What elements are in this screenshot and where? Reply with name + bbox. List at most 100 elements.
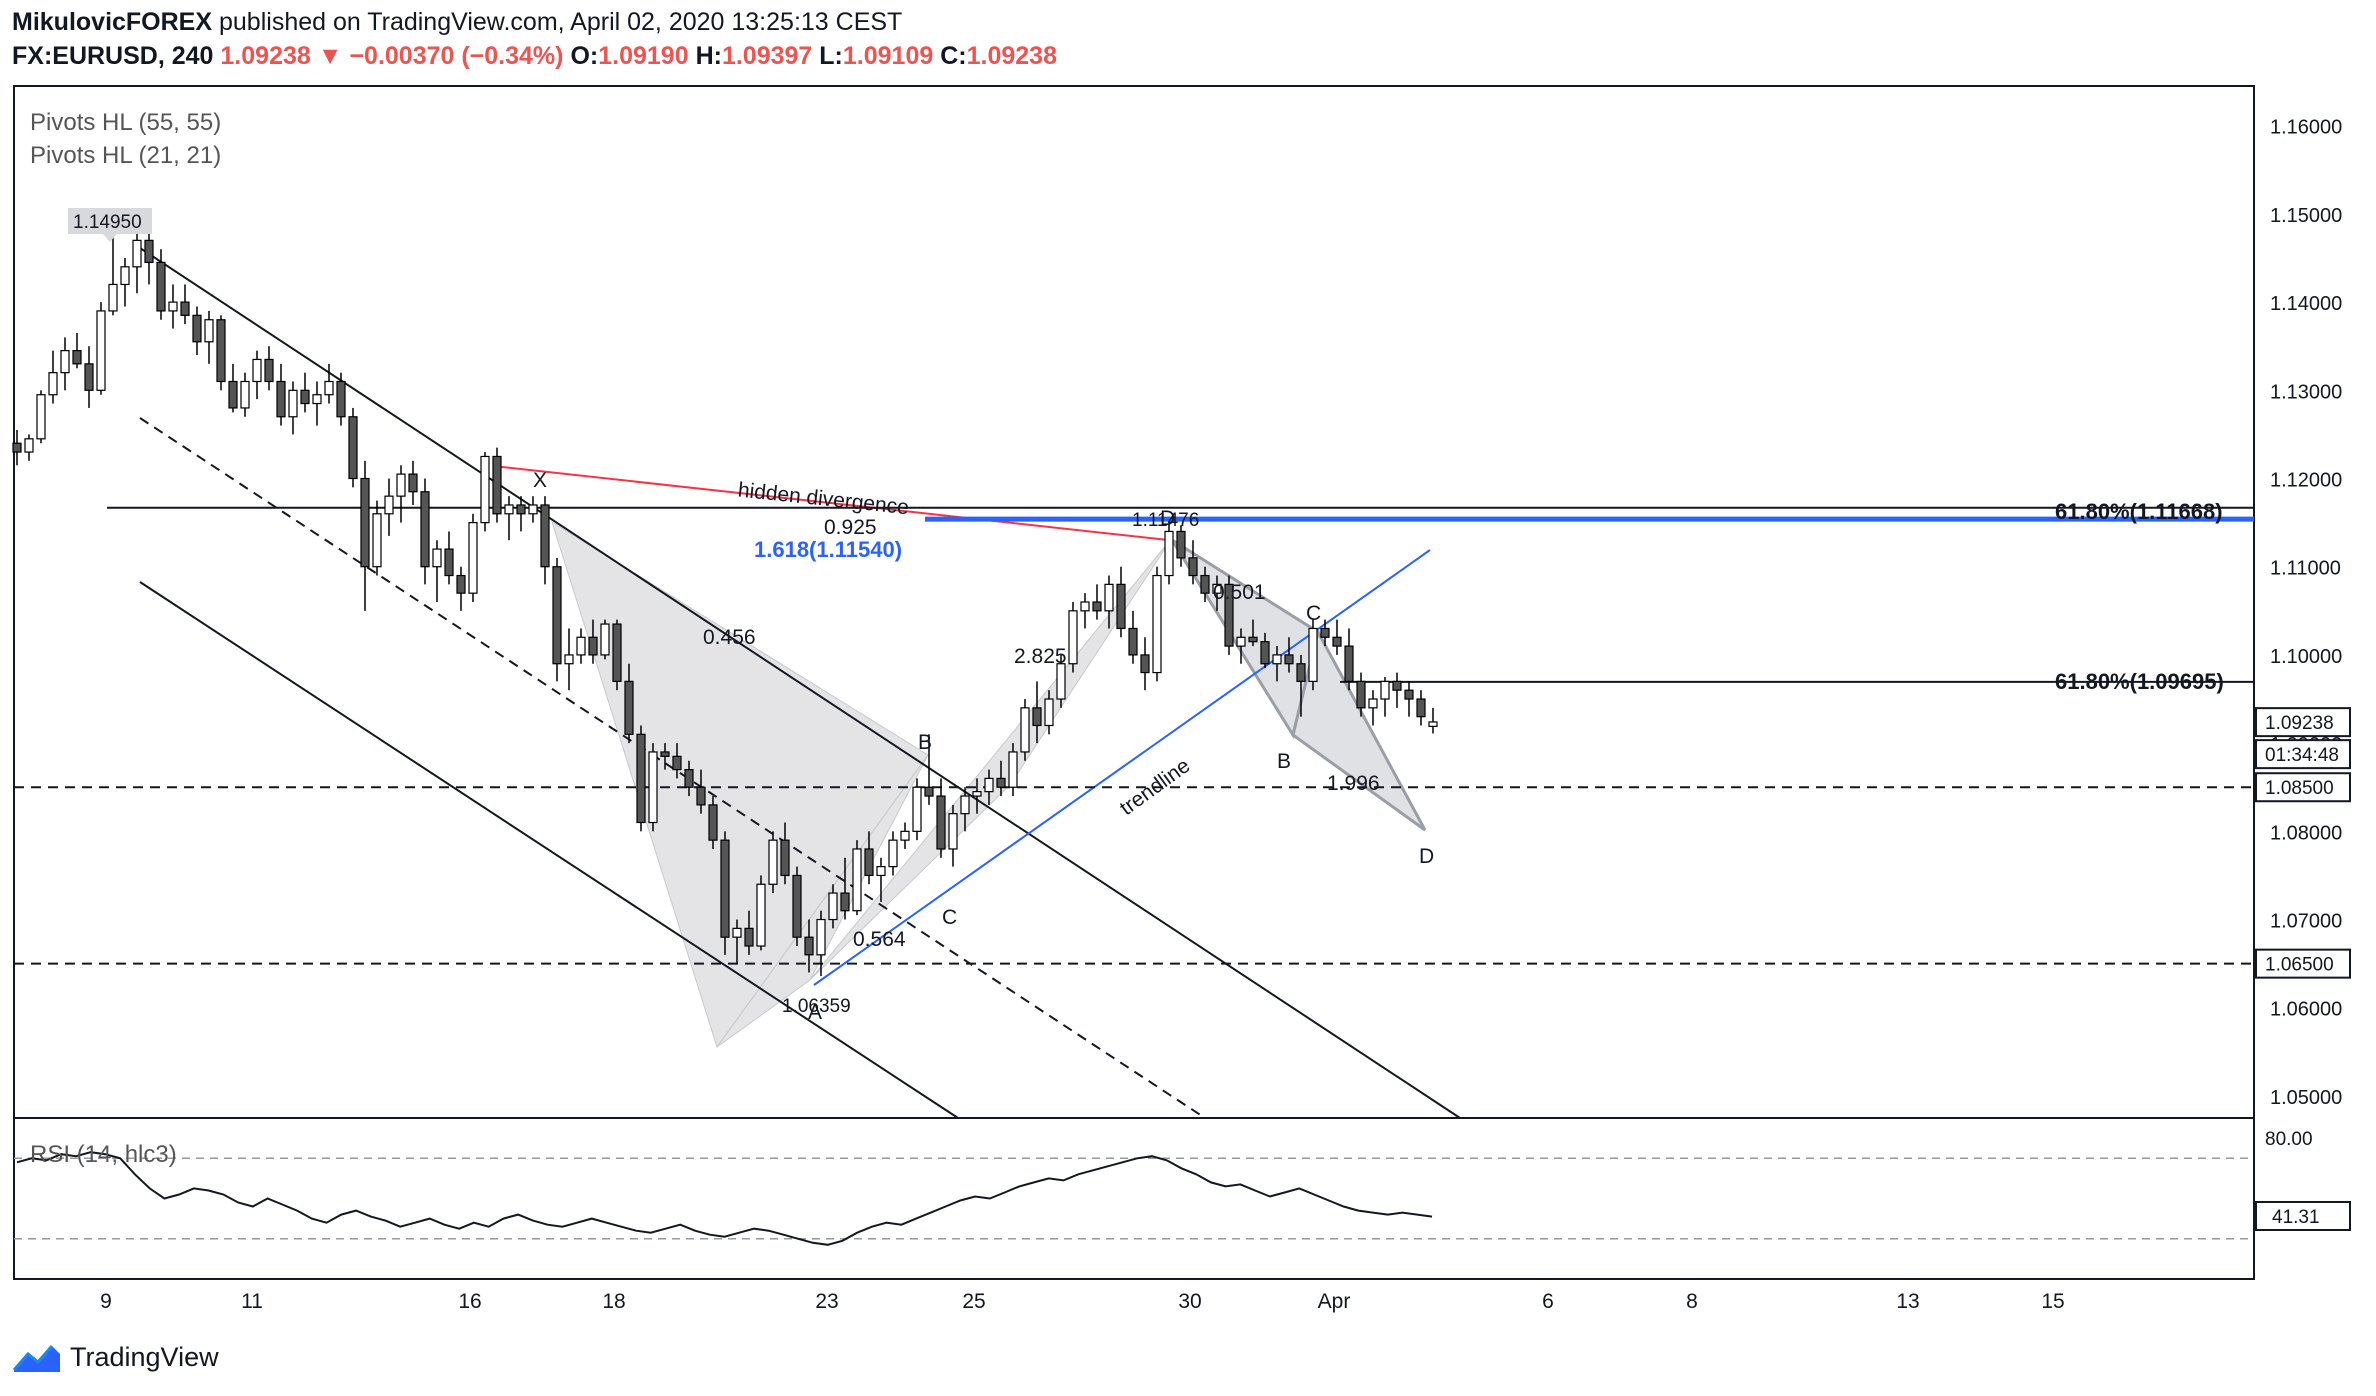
candle	[552, 557, 562, 682]
candle	[1092, 584, 1102, 620]
candle-body	[228, 380, 238, 409]
candle	[1116, 566, 1126, 638]
candle-body	[36, 394, 46, 440]
candle-body	[408, 473, 418, 493]
candle	[168, 284, 178, 329]
ratio-0925: 0.925	[824, 516, 877, 539]
indicator-pivots-55[interactable]: Pivots HL (55, 55)	[30, 109, 221, 136]
candle	[228, 363, 238, 413]
price-badge	[2255, 948, 2351, 979]
candle-body	[708, 804, 718, 841]
candle-body	[456, 574, 466, 594]
candle	[1320, 619, 1330, 647]
label-c: C	[942, 906, 957, 929]
candle-body	[252, 358, 262, 383]
candle-body	[432, 548, 442, 568]
candle-body	[1044, 698, 1054, 727]
candle	[840, 857, 850, 920]
candle	[1080, 593, 1090, 629]
candle-body	[1128, 627, 1138, 656]
candle	[48, 350, 58, 404]
indicator-pivots-21[interactable]: Pivots HL (21, 21)	[30, 142, 221, 169]
time-tick: 9	[100, 1290, 112, 1313]
candle-body	[816, 918, 826, 956]
ratio-2825: 2.825	[1014, 645, 1067, 668]
candle-body	[660, 751, 670, 757]
candle	[660, 743, 670, 770]
candle-body	[444, 548, 454, 577]
rsi-legend[interactable]: RSI (14, hlc3)	[30, 1141, 177, 1168]
candle-body	[564, 654, 574, 665]
label-a: A	[808, 1001, 822, 1024]
candle	[348, 407, 358, 488]
candle	[372, 500, 382, 576]
candle	[744, 910, 754, 955]
candle	[1416, 690, 1426, 726]
price-tick: 1.14000	[2270, 293, 2342, 315]
candle-body	[72, 350, 82, 365]
ratio-0456: 0.456	[703, 626, 756, 649]
time-tick: 16	[458, 1290, 481, 1313]
candle-body	[576, 636, 586, 656]
candle-body	[936, 795, 946, 850]
candle	[1224, 575, 1234, 655]
rsi-current-badge	[2255, 1200, 2351, 1231]
tradingview-logo[interactable]: TradingView	[12, 1340, 219, 1374]
price-badge-text: 1.06500	[2265, 955, 2334, 976]
candle	[1284, 637, 1294, 673]
pivot-high-pointer	[103, 234, 117, 242]
candle	[432, 540, 442, 602]
candle-body	[1116, 583, 1126, 630]
pivot-mid-label: 1.11476	[1132, 510, 1199, 531]
candle	[1008, 743, 1018, 797]
candle-body	[204, 319, 214, 343]
candle	[444, 531, 454, 585]
candle	[480, 452, 490, 532]
candle	[636, 725, 646, 832]
candle-body	[1032, 707, 1042, 727]
price-badge	[2255, 772, 2351, 803]
candle	[1236, 628, 1246, 664]
candle-body	[516, 504, 526, 515]
label-hidden-divergence: hidden divergence	[737, 478, 910, 519]
candle-body	[1404, 689, 1414, 700]
candle	[960, 787, 970, 832]
candle	[1332, 619, 1342, 655]
time-tick: 30	[1178, 1290, 1201, 1313]
candle	[1164, 524, 1174, 585]
candle-body	[684, 768, 694, 788]
candle	[528, 496, 538, 523]
candle	[780, 822, 790, 885]
candle-body	[1008, 751, 1018, 788]
candle	[1248, 619, 1258, 647]
candle	[648, 743, 658, 832]
candle-body	[1284, 654, 1294, 665]
candle-body	[912, 786, 922, 832]
price-tick: 1.11000	[2270, 558, 2341, 580]
rsi-line	[16, 1151, 1433, 1246]
open-value: 1.09190	[598, 42, 689, 70]
candle	[192, 306, 202, 356]
label-b-small: B	[1277, 750, 1291, 773]
ratio-1996: 1.996	[1327, 772, 1380, 795]
candle-body	[540, 504, 550, 568]
candle	[456, 566, 466, 611]
candle	[336, 372, 346, 426]
candle-body	[1416, 698, 1426, 718]
candle-body	[864, 848, 874, 877]
close-value: 1.09238	[966, 42, 1057, 70]
candle	[1176, 525, 1186, 567]
candle	[180, 284, 190, 325]
candle	[1296, 654, 1306, 717]
candle-body	[1224, 583, 1234, 647]
author-name[interactable]: MikulovicFOREX	[12, 8, 213, 36]
candle-body	[1152, 574, 1162, 674]
price-tick: 1.05000	[2270, 1087, 2342, 1109]
symbol-title[interactable]: FX:EURUSD, 240	[12, 42, 214, 70]
label-b: B	[918, 731, 932, 754]
candle	[240, 372, 250, 417]
time-tick: 6	[1542, 1290, 1554, 1313]
candle	[1020, 699, 1030, 761]
candle-body	[108, 283, 118, 312]
